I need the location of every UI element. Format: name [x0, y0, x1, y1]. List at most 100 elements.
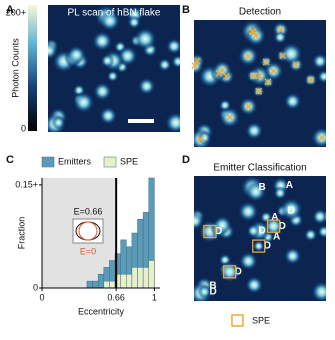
class-label: B [209, 280, 216, 291]
detection-marker [292, 61, 300, 69]
panel-title: PL scan of hBN flake [67, 8, 160, 19]
class-label: A [271, 212, 278, 223]
detection-marker [255, 72, 263, 80]
legend-label: SPE [120, 156, 138, 166]
y-tick-label: 0.15+ [15, 179, 38, 189]
detection-marker [191, 62, 199, 70]
emitter-spot [164, 111, 180, 132]
emitter-spot [194, 211, 205, 231]
histogram-bar [148, 260, 155, 289]
emitter-spot [238, 251, 258, 271]
emitter-spot [66, 45, 87, 65]
emitter-spot [317, 224, 326, 239]
spe-box [252, 239, 266, 253]
scale-bar [128, 119, 154, 123]
emitter-spot [171, 54, 180, 69]
emitter-spot [197, 130, 212, 145]
emitter-spot [133, 27, 157, 51]
histogram-bar [131, 267, 138, 289]
emitter-spot [100, 53, 115, 68]
emitter-spot [106, 70, 119, 83]
emitter-spot [137, 77, 156, 96]
legend-label: Emitters [58, 156, 92, 166]
emitter-spot [48, 41, 59, 60]
y-axis-label: Fraction [16, 217, 26, 250]
emitter-spot [245, 121, 264, 140]
emitter-spot [310, 280, 326, 301]
emitter-spot [157, 57, 172, 72]
circle-e0 [78, 221, 98, 241]
spe-box [203, 224, 217, 239]
x-axis-label: Eccentricity [78, 306, 125, 316]
colorbar-tick-label: 200+ [6, 7, 26, 17]
class-label: D [288, 206, 295, 217]
annotation: E=0 [80, 246, 96, 256]
emitter-spot [273, 30, 287, 45]
emitter-spot [127, 15, 141, 30]
detection-marker [193, 57, 201, 65]
histogram-bar [137, 267, 144, 289]
emitter-spot [252, 240, 265, 253]
emitter-spot [279, 42, 303, 66]
emitter-spot [99, 106, 118, 125]
detection-marker [197, 135, 205, 143]
histogram-bar [103, 280, 110, 289]
class-label: D [325, 211, 332, 222]
emitter-spot [279, 197, 303, 221]
class-label: B [258, 182, 265, 193]
x-tick-label: 0 [39, 292, 44, 302]
detection-marker [307, 76, 315, 84]
class-label: D [210, 286, 217, 297]
colorbar-label: Photon Counts [10, 38, 20, 98]
detection-marker [252, 32, 260, 40]
legend-swatch [41, 156, 55, 168]
emitter-spot [310, 126, 326, 147]
detection-marker [318, 134, 326, 142]
class-label: D [258, 226, 265, 237]
emitter-spot [72, 91, 95, 114]
scan-image [194, 20, 326, 147]
x-tick-label: 1 [152, 292, 157, 302]
legend-label: SPE [252, 315, 270, 325]
emitter-spot [317, 69, 326, 84]
emitter-spot [245, 275, 264, 295]
detection-marker [249, 27, 257, 35]
detection-marker [262, 58, 270, 66]
class-label: D [279, 221, 286, 232]
detection-marker [270, 67, 278, 75]
detection-marker [244, 52, 252, 60]
panel-label: B [182, 4, 190, 16]
class-label: D [235, 266, 242, 277]
colorbar [28, 5, 37, 131]
emitter-spot [51, 115, 66, 130]
class-label: D [264, 241, 271, 252]
scan-image [48, 5, 180, 132]
spe-box [266, 219, 281, 233]
detection-marker [255, 87, 263, 95]
class-label: A [273, 232, 280, 243]
legend-swatch [231, 314, 244, 327]
emitter-spot [165, 38, 180, 55]
detection-marker [226, 113, 234, 121]
emitter-spot [92, 81, 112, 102]
histogram-bar [126, 274, 133, 289]
histogram-bar [86, 280, 93, 289]
emitter-spot [273, 186, 287, 200]
emitter-spot [197, 284, 212, 299]
histogram-bar [120, 274, 127, 289]
class-label: D [215, 226, 222, 237]
detection-marker [222, 72, 230, 80]
panel-label: A [6, 4, 14, 16]
emitter-spot [311, 208, 326, 225]
histogram-bar [109, 280, 116, 289]
detection-marker [277, 26, 285, 34]
legend-swatch [103, 156, 117, 168]
class-label: A [286, 180, 293, 191]
inset-box [72, 218, 104, 244]
detection-marker [264, 78, 272, 86]
detection-marker [279, 52, 287, 60]
histogram-bar [92, 280, 99, 289]
histogram-bar [142, 267, 150, 289]
histogram-bar [97, 274, 105, 289]
panel-label: D [182, 154, 190, 166]
